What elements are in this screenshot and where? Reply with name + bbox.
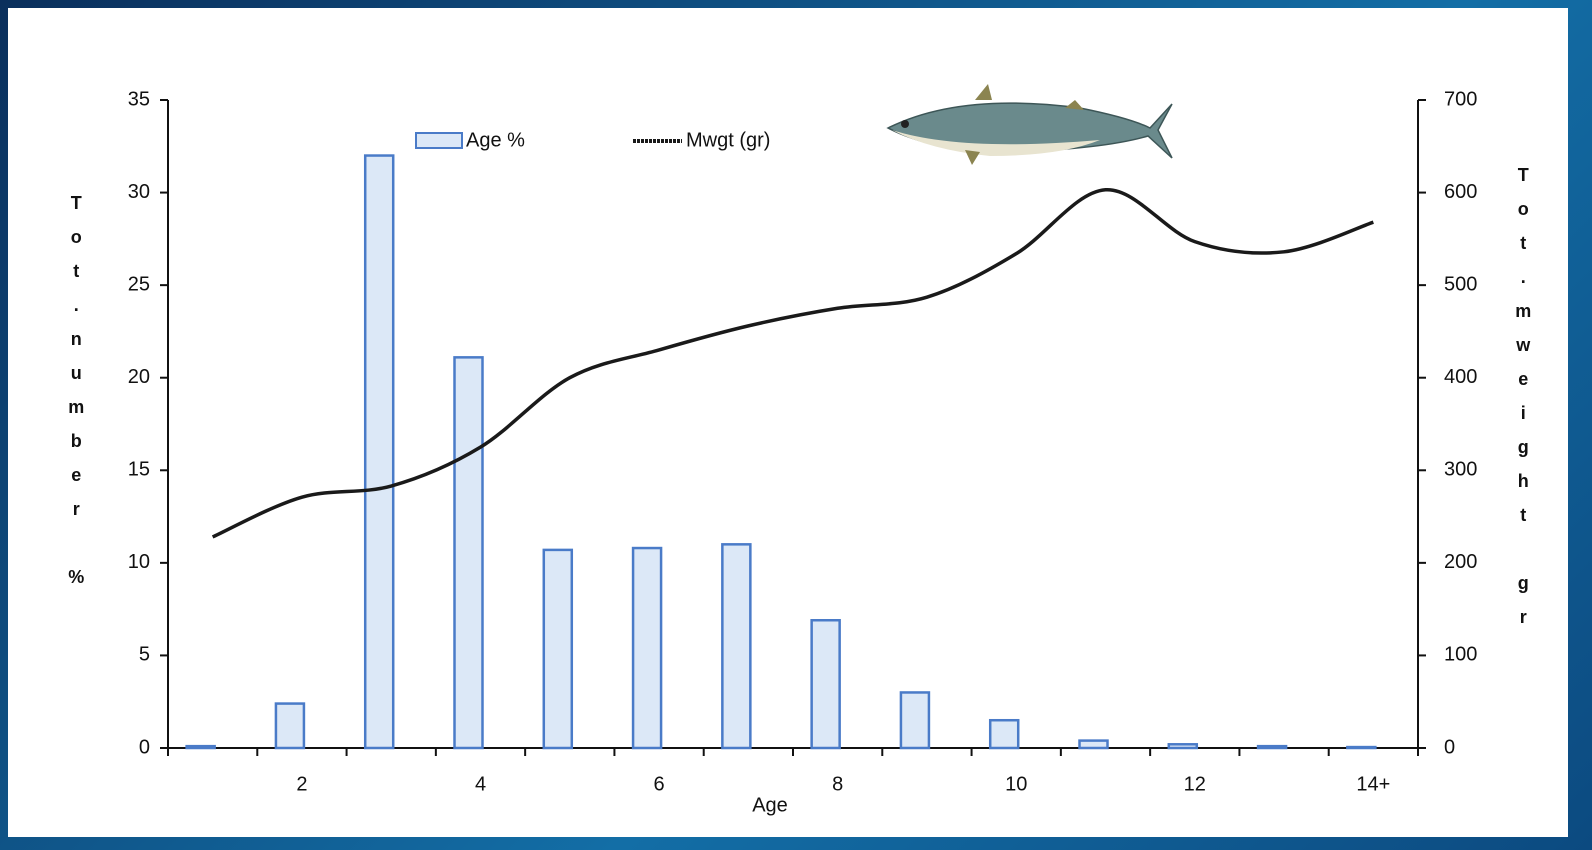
bar [722,544,750,748]
y-tick-label: 35 [128,88,150,110]
y-tick-label: 30 [128,181,150,203]
y2-tick-label: 300 [1444,459,1477,481]
bar [990,720,1018,748]
x-tick-label: 14+ [1356,773,1390,795]
legend-label: Mwgt (gr) [686,129,770,151]
y-tick-label: 5 [139,644,150,666]
y2-tick-label: 100 [1444,644,1477,666]
y-tick-label: 15 [128,459,150,481]
x-tick-label: 2 [296,773,307,795]
y2-tick-label: 200 [1444,551,1477,573]
bar [1080,741,1108,748]
y-tick-label: 0 [139,736,150,758]
bar [1347,747,1375,748]
x-tick-label: 10 [1005,773,1027,795]
chart: Tot.number % Tot.mweight gr Age 05101520… [0,0,1592,850]
y2-tick-label: 0 [1444,736,1455,758]
bar [365,156,393,748]
y2-tick-label: 400 [1444,366,1477,388]
bar [276,704,304,748]
y2-axis-title: Tot.mweight gr [1513,165,1533,641]
legend-label: Age % [466,129,525,151]
x-tick-label: 8 [832,773,843,795]
bar [455,357,483,748]
fish-picture [888,84,1172,165]
bar [633,548,661,748]
y2-tick-label: 600 [1444,181,1477,203]
bar [901,692,929,748]
x-tick-label: 4 [475,773,486,795]
y-tick-label: 25 [128,273,150,295]
y-axis-title: Tot.number % [66,193,86,601]
x-tick-label: 6 [654,773,665,795]
bar [187,746,215,748]
x-tick-label: 12 [1184,773,1206,795]
bar [812,620,840,748]
bar [1169,744,1197,748]
x-axis-title: Age [752,794,788,816]
y-tick-label: 10 [128,551,150,573]
y2-tick-label: 700 [1444,88,1477,110]
bar [544,550,572,748]
page: Tot.number % Tot.mweight gr Age 05101520… [0,0,1592,850]
y2-tick-label: 500 [1444,273,1477,295]
legend-swatch [416,133,462,148]
y-tick-label: 20 [128,366,150,388]
bar [1258,746,1286,748]
